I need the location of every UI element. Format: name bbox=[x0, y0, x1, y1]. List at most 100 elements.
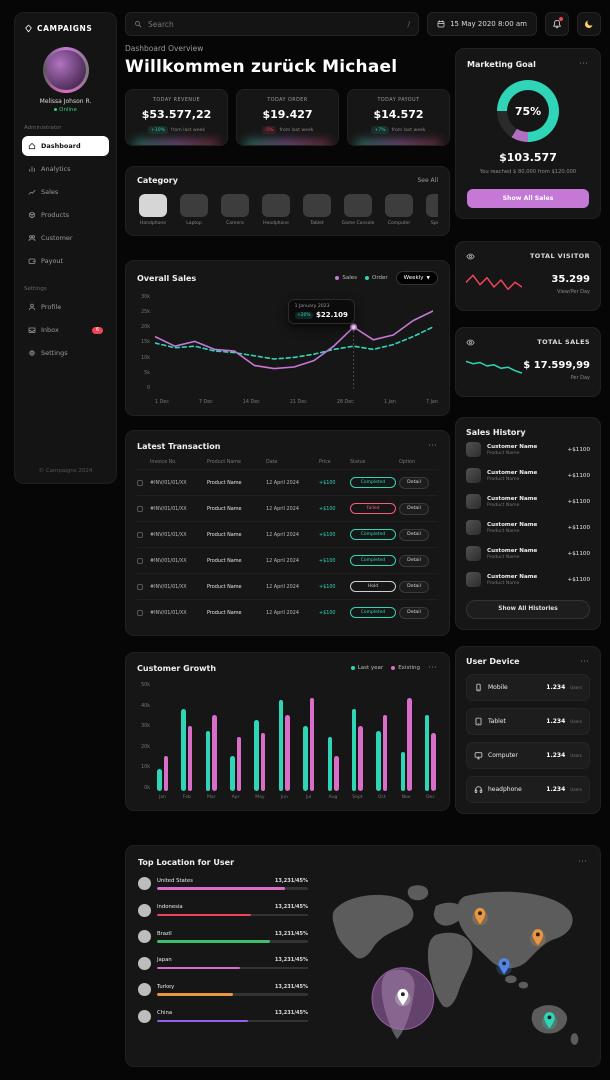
month-label: Dec bbox=[426, 795, 435, 800]
bar-existing bbox=[260, 733, 266, 791]
row-checkbox[interactable] bbox=[137, 531, 143, 538]
sales-history-item[interactable]: Customer Name Product Name +$1100 bbox=[466, 437, 590, 463]
detail-button[interactable]: Detail bbox=[399, 528, 429, 541]
theme-toggle[interactable] bbox=[577, 12, 601, 36]
category-headphone[interactable]: Headphone bbox=[260, 194, 292, 226]
sidebar-item-payout[interactable]: Payout bbox=[22, 251, 109, 271]
customer-avatar bbox=[466, 520, 481, 536]
detail-button[interactable]: Detail bbox=[399, 606, 429, 619]
sales-icon bbox=[28, 188, 36, 196]
sidebar-item-settings[interactable]: Settings bbox=[22, 343, 109, 363]
date-display[interactable]: 15 May 2020 8:00 am bbox=[427, 12, 537, 36]
sale-amount: +$1100 bbox=[567, 472, 590, 479]
sidebar-item-profile[interactable]: Profile bbox=[22, 297, 109, 317]
sidebar-item-customer[interactable]: Customer bbox=[22, 228, 109, 248]
customer-avatar bbox=[466, 572, 481, 588]
legend-sales: Sales bbox=[335, 275, 357, 281]
category-card: Category See All Handphone Laptop Camera He… bbox=[125, 166, 450, 236]
device-tablet[interactable]: Tablet 1.234 Users bbox=[466, 707, 590, 735]
payout-icon bbox=[28, 257, 36, 265]
sidebar-item-sales[interactable]: Sales bbox=[22, 182, 109, 202]
sidebar: CAMPAIGNS Melissa Johson R. Online Admin… bbox=[14, 12, 117, 484]
see-all-link[interactable]: See All bbox=[417, 177, 438, 184]
sidebar-item-products[interactable]: Products bbox=[22, 205, 109, 225]
search-box[interactable]: / bbox=[125, 12, 420, 36]
device-headphone[interactable]: headphone 1.234 Users bbox=[466, 775, 590, 803]
detail-button[interactable]: Detail bbox=[399, 554, 429, 567]
sales-history-item[interactable]: Customer Name Product Name +$1100 bbox=[466, 489, 590, 515]
category-computer[interactable]: Computer bbox=[383, 194, 415, 226]
status-badge: Failed bbox=[350, 503, 396, 514]
logo-text: CAMPAIGNS bbox=[37, 24, 93, 33]
row-checkbox[interactable] bbox=[137, 505, 143, 512]
last-year-dot bbox=[350, 666, 355, 670]
flag-avatar bbox=[138, 1009, 151, 1023]
tx-date: 12 April 2024 bbox=[266, 505, 299, 512]
range-selector[interactable]: Weekly ▼ bbox=[395, 271, 438, 285]
category-tile bbox=[426, 194, 438, 217]
user-name: Melissa Johson R. bbox=[39, 98, 92, 105]
sidebar-item-inbox[interactable]: Inbox 6 bbox=[22, 320, 109, 340]
goal-amount: $103.577 bbox=[499, 151, 557, 164]
device-computer[interactable]: Computer 1.234 Users bbox=[466, 741, 590, 769]
transactions-body: #INV/01/01/XX Product Name 12 April 2024 +$… bbox=[137, 469, 438, 625]
transaction-row: #INV/01/01/XX Product Name 12 April 2024 +$… bbox=[137, 547, 438, 573]
stat-label: TODAY PAYOUT bbox=[377, 98, 420, 103]
detail-button[interactable]: Detail bbox=[399, 476, 429, 489]
right-column: Marketing Goal ⋯ 75% $103.577 You reache… bbox=[455, 48, 601, 814]
location-brazil: Brazil 13,231/45% bbox=[138, 930, 308, 943]
transactions-title: Latest Transaction bbox=[137, 441, 221, 451]
category-tablet[interactable]: Tablet bbox=[301, 194, 333, 226]
category-laptop[interactable]: Laptop bbox=[178, 194, 210, 226]
device-mobile[interactable]: Mobile 1.234 Users bbox=[466, 673, 590, 701]
search-input[interactable] bbox=[148, 19, 402, 29]
row-checkbox[interactable] bbox=[137, 609, 143, 616]
stat-value: $14.572 bbox=[373, 108, 424, 121]
sales-history-title: Sales History bbox=[466, 427, 526, 437]
detail-button[interactable]: Detail bbox=[399, 502, 429, 515]
row-checkbox[interactable] bbox=[137, 583, 143, 590]
bar-existing bbox=[382, 715, 388, 791]
device-value: 1.234 bbox=[546, 751, 566, 759]
tx-product: Product Name bbox=[207, 479, 242, 486]
category-list: Handphone Laptop Camera Headphone Tablet Game… bbox=[137, 194, 438, 226]
category-camera[interactable]: Camera bbox=[219, 194, 251, 226]
location-menu[interactable]: ⋯ bbox=[578, 857, 588, 867]
location-china: China 13,231/45% bbox=[138, 1009, 308, 1023]
progress-track bbox=[157, 940, 308, 943]
location-japan: Japan 13,231/45% bbox=[138, 956, 308, 970]
bar-last-year bbox=[205, 731, 211, 791]
transactions-menu[interactable]: ⋯ bbox=[428, 441, 438, 451]
home-icon bbox=[28, 142, 36, 150]
top-location-card: Top Location for User ⋯ United States 13,… bbox=[125, 845, 601, 1067]
row-checkbox[interactable] bbox=[137, 557, 143, 564]
category-tile bbox=[262, 194, 290, 217]
row-checkbox[interactable] bbox=[137, 479, 143, 486]
show-all-histories-button[interactable]: Show All Histories bbox=[466, 599, 590, 619]
notifications-button[interactable] bbox=[545, 12, 569, 36]
device-menu[interactable]: ⋯ bbox=[580, 656, 590, 667]
country-name: Brazil bbox=[157, 930, 172, 937]
country-name: Japan bbox=[157, 957, 172, 963]
product-name: Product Name bbox=[487, 555, 520, 561]
sales-history-item[interactable]: Customer Name Product Name +$1100 bbox=[466, 541, 590, 567]
avatar[interactable] bbox=[42, 47, 89, 93]
category-speaker[interactable]: Speaker bbox=[424, 194, 438, 226]
category-handphone[interactable]: Handphone bbox=[137, 194, 169, 226]
growth-menu[interactable]: ⋯ bbox=[428, 663, 438, 673]
stat-label: TODAY REVENUE bbox=[153, 98, 200, 103]
sales-history-item[interactable]: Customer Name Product Name +$1100 bbox=[466, 567, 590, 593]
map-pin bbox=[371, 967, 435, 1030]
category-game-console[interactable]: Game Console bbox=[342, 194, 374, 226]
sidebar-item-dashboard[interactable]: Dashboard bbox=[22, 136, 109, 156]
sales-history-item[interactable]: Customer Name Product Name +$1100 bbox=[466, 515, 590, 541]
sidebar-item-analytics[interactable]: Analytics bbox=[22, 159, 109, 179]
map-pin bbox=[496, 958, 512, 976]
marketing-menu[interactable]: ⋯ bbox=[579, 59, 589, 69]
category-label: Speaker bbox=[430, 221, 438, 226]
total-sales-title: TOTAL SALES bbox=[537, 338, 590, 347]
show-all-sales-button[interactable]: Show All Sales bbox=[467, 188, 589, 208]
detail-button[interactable]: Detail bbox=[399, 580, 429, 593]
stat-note: from last week bbox=[391, 127, 426, 133]
sales-history-item[interactable]: Customer Name Product Name +$1100 bbox=[466, 463, 590, 489]
